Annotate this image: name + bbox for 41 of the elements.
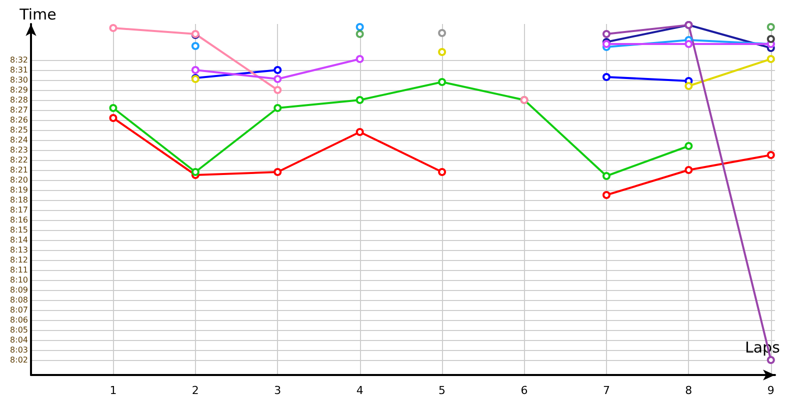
y-tick-label: 8:16 [10,216,28,224]
y-tick-label: 8:22 [10,156,28,164]
y-tick-label: 8:04 [10,336,28,344]
x-tick-label: 2 [192,384,199,397]
y-tick-label: 8:05 [10,326,28,334]
x-tick-label: 9 [767,384,774,397]
y-tick-label: 8:02 [10,356,28,364]
y-tick-label: 8:09 [10,286,28,294]
y-tick-label: 8:19 [10,186,28,194]
y-axis-title: Time [18,6,56,24]
y-tick-label: 8:06 [10,316,28,324]
y-tick-label: 8:28 [10,96,28,104]
x-tick-label: 4 [356,384,364,397]
y-tick-label: 8:32 [10,56,28,64]
x-tick-label: 3 [274,384,282,397]
y-tick-label: 8:31 [10,66,28,74]
y-tick-label: 8:07 [10,306,28,314]
y-tick-label: 8:11 [10,266,28,274]
y-tick-label: 8:26 [10,116,28,124]
y-tick-label: 8:13 [10,246,28,254]
y-tick-label: 8:03 [10,346,28,354]
x-tick-label: 8 [685,384,692,397]
y-tick-label: 8:08 [10,296,28,304]
y-tick-label: 8:20 [10,176,28,184]
y-tick-label: 8:23 [10,146,28,154]
y-tick-label: 8:15 [10,226,28,234]
x-tick-label: 7 [602,384,610,397]
y-tick-label: 8:10 [10,276,28,284]
y-tick-label: 8:30 [10,76,28,84]
y-tick-label: 8:27 [10,106,28,114]
y-tick-label: 8:25 [10,126,28,134]
y-tick-label: 8:21 [10,166,28,174]
x-tick-label: 5 [438,384,446,397]
y-tick-label: 8:14 [10,236,28,244]
y-tick-label: 8:29 [10,86,28,94]
y-tick-label: 8:18 [10,196,28,204]
y-tick-label: 8:12 [10,256,28,264]
x-tick-label: 6 [520,384,528,397]
x-tick-label: 1 [110,384,117,397]
y-tick-label: 8:17 [10,206,28,214]
y-tick-label: 8:24 [10,136,28,144]
